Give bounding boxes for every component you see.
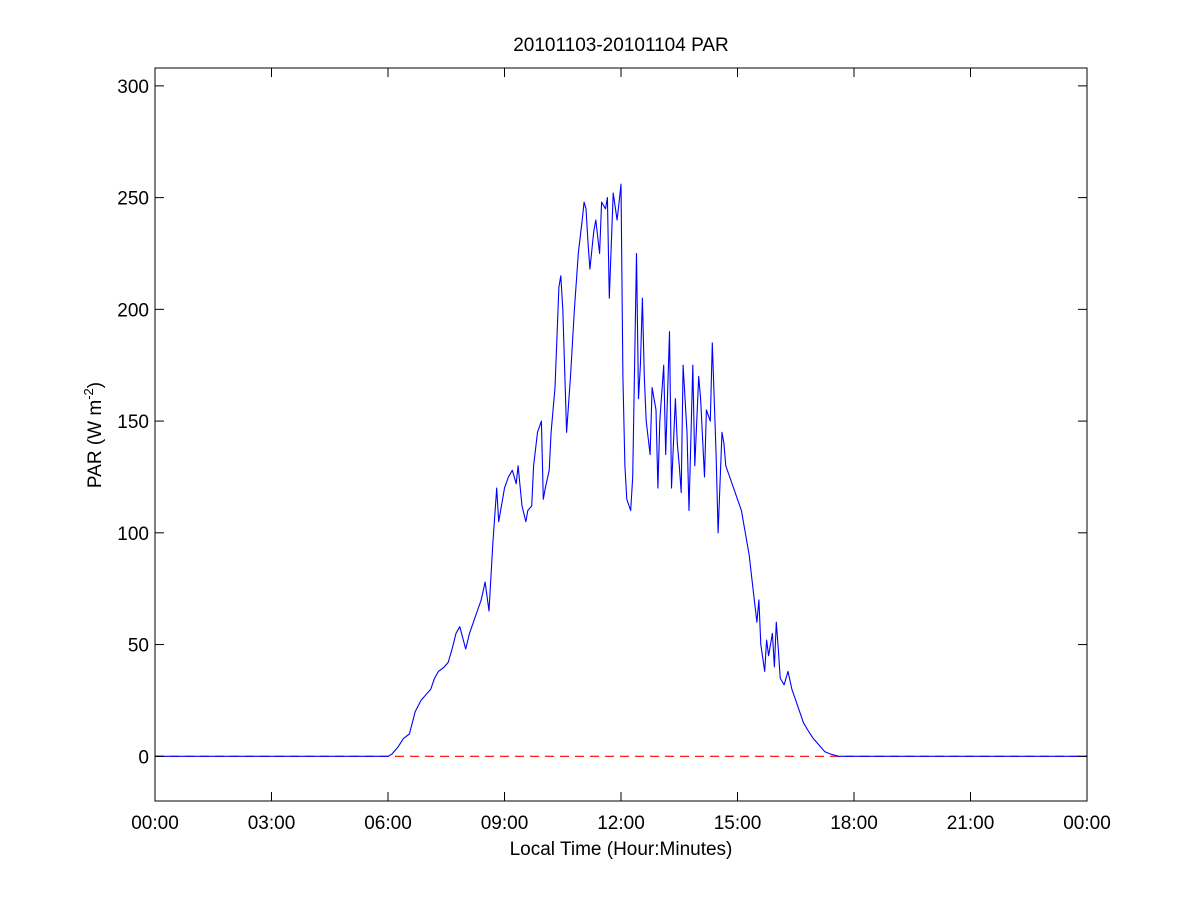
x-tick-label: 09:00	[481, 813, 529, 834]
y-tick-label: 250	[117, 189, 149, 210]
x-axis-label: Local Time (Hour:Minutes)	[510, 839, 733, 860]
y-axis-label: PAR (W m-2)	[81, 382, 106, 488]
x-tick-label: 00:00	[131, 813, 179, 834]
x-tick-label: 21:00	[947, 813, 995, 834]
x-axis: 00:00 03:00 06:00 09:00 12:00 15:00 18:00 21:00…	[131, 68, 1111, 834]
x-tick-label: 18:00	[830, 813, 878, 834]
x-tick-label: 15:00	[714, 813, 762, 834]
chart-title: 20101103-20101104 PAR	[513, 35, 729, 56]
y-tick-label: 50	[128, 636, 149, 657]
y-tick-label: 300	[117, 77, 149, 98]
y-tick-label: 100	[117, 524, 149, 545]
y-axis: 0 50 100 150 200 250 300	[117, 77, 1087, 768]
x-tick-label: 03:00	[248, 813, 296, 834]
x-tick-label: 00:00	[1063, 813, 1111, 834]
series-layer	[155, 183, 1087, 757]
y-tick-label: 0	[138, 747, 149, 768]
x-tick-label: 12:00	[597, 813, 645, 834]
par-series-line	[155, 183, 1087, 757]
y-tick-label: 150	[117, 412, 149, 433]
plot-area	[155, 68, 1087, 801]
x-tick-label: 06:00	[364, 813, 412, 834]
y-tick-label: 200	[117, 300, 149, 321]
